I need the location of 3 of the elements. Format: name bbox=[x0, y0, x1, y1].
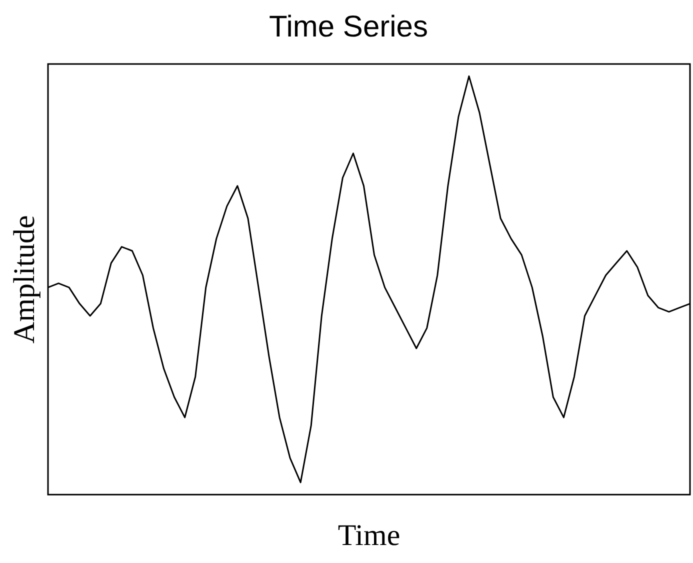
x-axis-title: Time bbox=[338, 518, 400, 552]
y-axis-title: Amplitude bbox=[8, 215, 41, 344]
chart-title: Time Series bbox=[269, 10, 428, 44]
